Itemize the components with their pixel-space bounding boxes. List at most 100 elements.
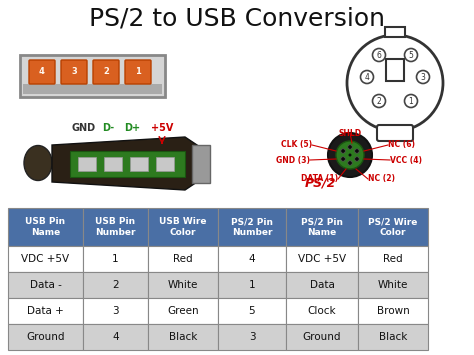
Text: VDC +5V: VDC +5V (298, 254, 346, 264)
Circle shape (341, 149, 345, 153)
Text: PS/2 Pin
Number: PS/2 Pin Number (231, 217, 273, 237)
Text: 4: 4 (39, 67, 45, 76)
Circle shape (361, 71, 374, 83)
Bar (83, 324, 148, 350)
Text: 3: 3 (71, 67, 77, 76)
Text: 5: 5 (249, 306, 255, 316)
Text: PS/2 Pin
Name: PS/2 Pin Name (301, 217, 343, 237)
Text: Red: Red (173, 254, 193, 264)
Polygon shape (52, 137, 200, 190)
Circle shape (328, 133, 372, 177)
Text: D+: D+ (124, 123, 140, 133)
Bar (8, 208, 83, 246)
Text: USB Wire
Color: USB Wire Color (159, 217, 207, 237)
Text: 1: 1 (249, 280, 255, 290)
Bar (148, 298, 218, 324)
Bar (104, 157, 122, 171)
Circle shape (348, 153, 352, 157)
Circle shape (417, 71, 429, 83)
Circle shape (355, 149, 359, 153)
Circle shape (404, 49, 418, 61)
Bar (358, 298, 428, 324)
Bar (358, 208, 428, 246)
Text: 2: 2 (377, 97, 382, 105)
Text: Ground: Ground (303, 332, 341, 342)
FancyBboxPatch shape (61, 60, 87, 84)
Bar (358, 272, 428, 298)
Circle shape (355, 157, 359, 161)
Text: 2: 2 (112, 280, 119, 290)
Text: PS/2 to USB Conversion: PS/2 to USB Conversion (89, 7, 385, 31)
Bar (8, 272, 83, 298)
Text: 4: 4 (112, 332, 119, 342)
FancyBboxPatch shape (93, 60, 119, 84)
Text: Data +: Data + (27, 306, 64, 316)
Bar (8, 324, 83, 350)
Text: 2: 2 (103, 67, 109, 76)
Text: 3: 3 (249, 332, 255, 342)
Text: GND (3): GND (3) (276, 155, 310, 164)
Text: +5V: +5V (151, 123, 173, 133)
Text: NC (2): NC (2) (368, 175, 395, 184)
Text: Data: Data (310, 280, 335, 290)
Bar (358, 324, 428, 350)
Text: Black: Black (169, 332, 197, 342)
Bar (385, 27, 405, 37)
Bar (83, 272, 148, 298)
Text: White: White (378, 280, 408, 290)
Circle shape (341, 157, 345, 161)
Bar (286, 246, 358, 272)
Bar (358, 246, 428, 272)
Bar (83, 246, 148, 272)
Bar (23, 84, 162, 94)
Text: 1: 1 (135, 67, 141, 76)
Text: 3: 3 (112, 306, 119, 316)
Text: Brown: Brown (377, 306, 410, 316)
Text: VCC (4): VCC (4) (390, 155, 422, 164)
Bar (218, 298, 286, 324)
Bar (78, 157, 96, 171)
FancyBboxPatch shape (377, 125, 413, 141)
Bar (148, 272, 218, 298)
Circle shape (404, 94, 418, 108)
Text: White: White (168, 280, 198, 290)
Text: D-: D- (102, 123, 114, 133)
Ellipse shape (24, 146, 52, 180)
Text: PS/2 Wire
Color: PS/2 Wire Color (368, 217, 418, 237)
Bar (286, 298, 358, 324)
Text: NC (6): NC (6) (388, 141, 415, 149)
Circle shape (348, 145, 352, 149)
Bar (8, 298, 83, 324)
Text: 4: 4 (365, 72, 369, 82)
Bar (386, 59, 404, 81)
Text: DATA (1): DATA (1) (301, 175, 338, 184)
Bar (130, 157, 148, 171)
FancyBboxPatch shape (125, 60, 151, 84)
Text: USB Pin
Number: USB Pin Number (95, 217, 136, 237)
Circle shape (348, 161, 352, 165)
Bar (192, 145, 210, 183)
Text: Clock: Clock (308, 306, 337, 316)
Text: Data -: Data - (29, 280, 62, 290)
Text: SHLD: SHLD (338, 129, 362, 137)
Bar (218, 324, 286, 350)
Text: 6: 6 (376, 50, 382, 60)
Bar (70, 151, 185, 177)
Text: CLK (5): CLK (5) (281, 141, 312, 149)
Text: 5: 5 (409, 50, 413, 60)
Text: 3: 3 (420, 72, 426, 82)
Text: PS/2: PS/2 (305, 177, 337, 190)
Bar (148, 246, 218, 272)
Bar (20, 55, 165, 97)
Bar (8, 246, 83, 272)
Text: Black: Black (379, 332, 407, 342)
Circle shape (373, 49, 385, 61)
FancyBboxPatch shape (29, 60, 55, 84)
Text: Green: Green (167, 306, 199, 316)
Circle shape (336, 141, 364, 169)
Bar (148, 208, 218, 246)
Text: Ground: Ground (26, 332, 65, 342)
Bar (286, 272, 358, 298)
Text: GND: GND (72, 123, 96, 133)
Text: 4: 4 (249, 254, 255, 264)
